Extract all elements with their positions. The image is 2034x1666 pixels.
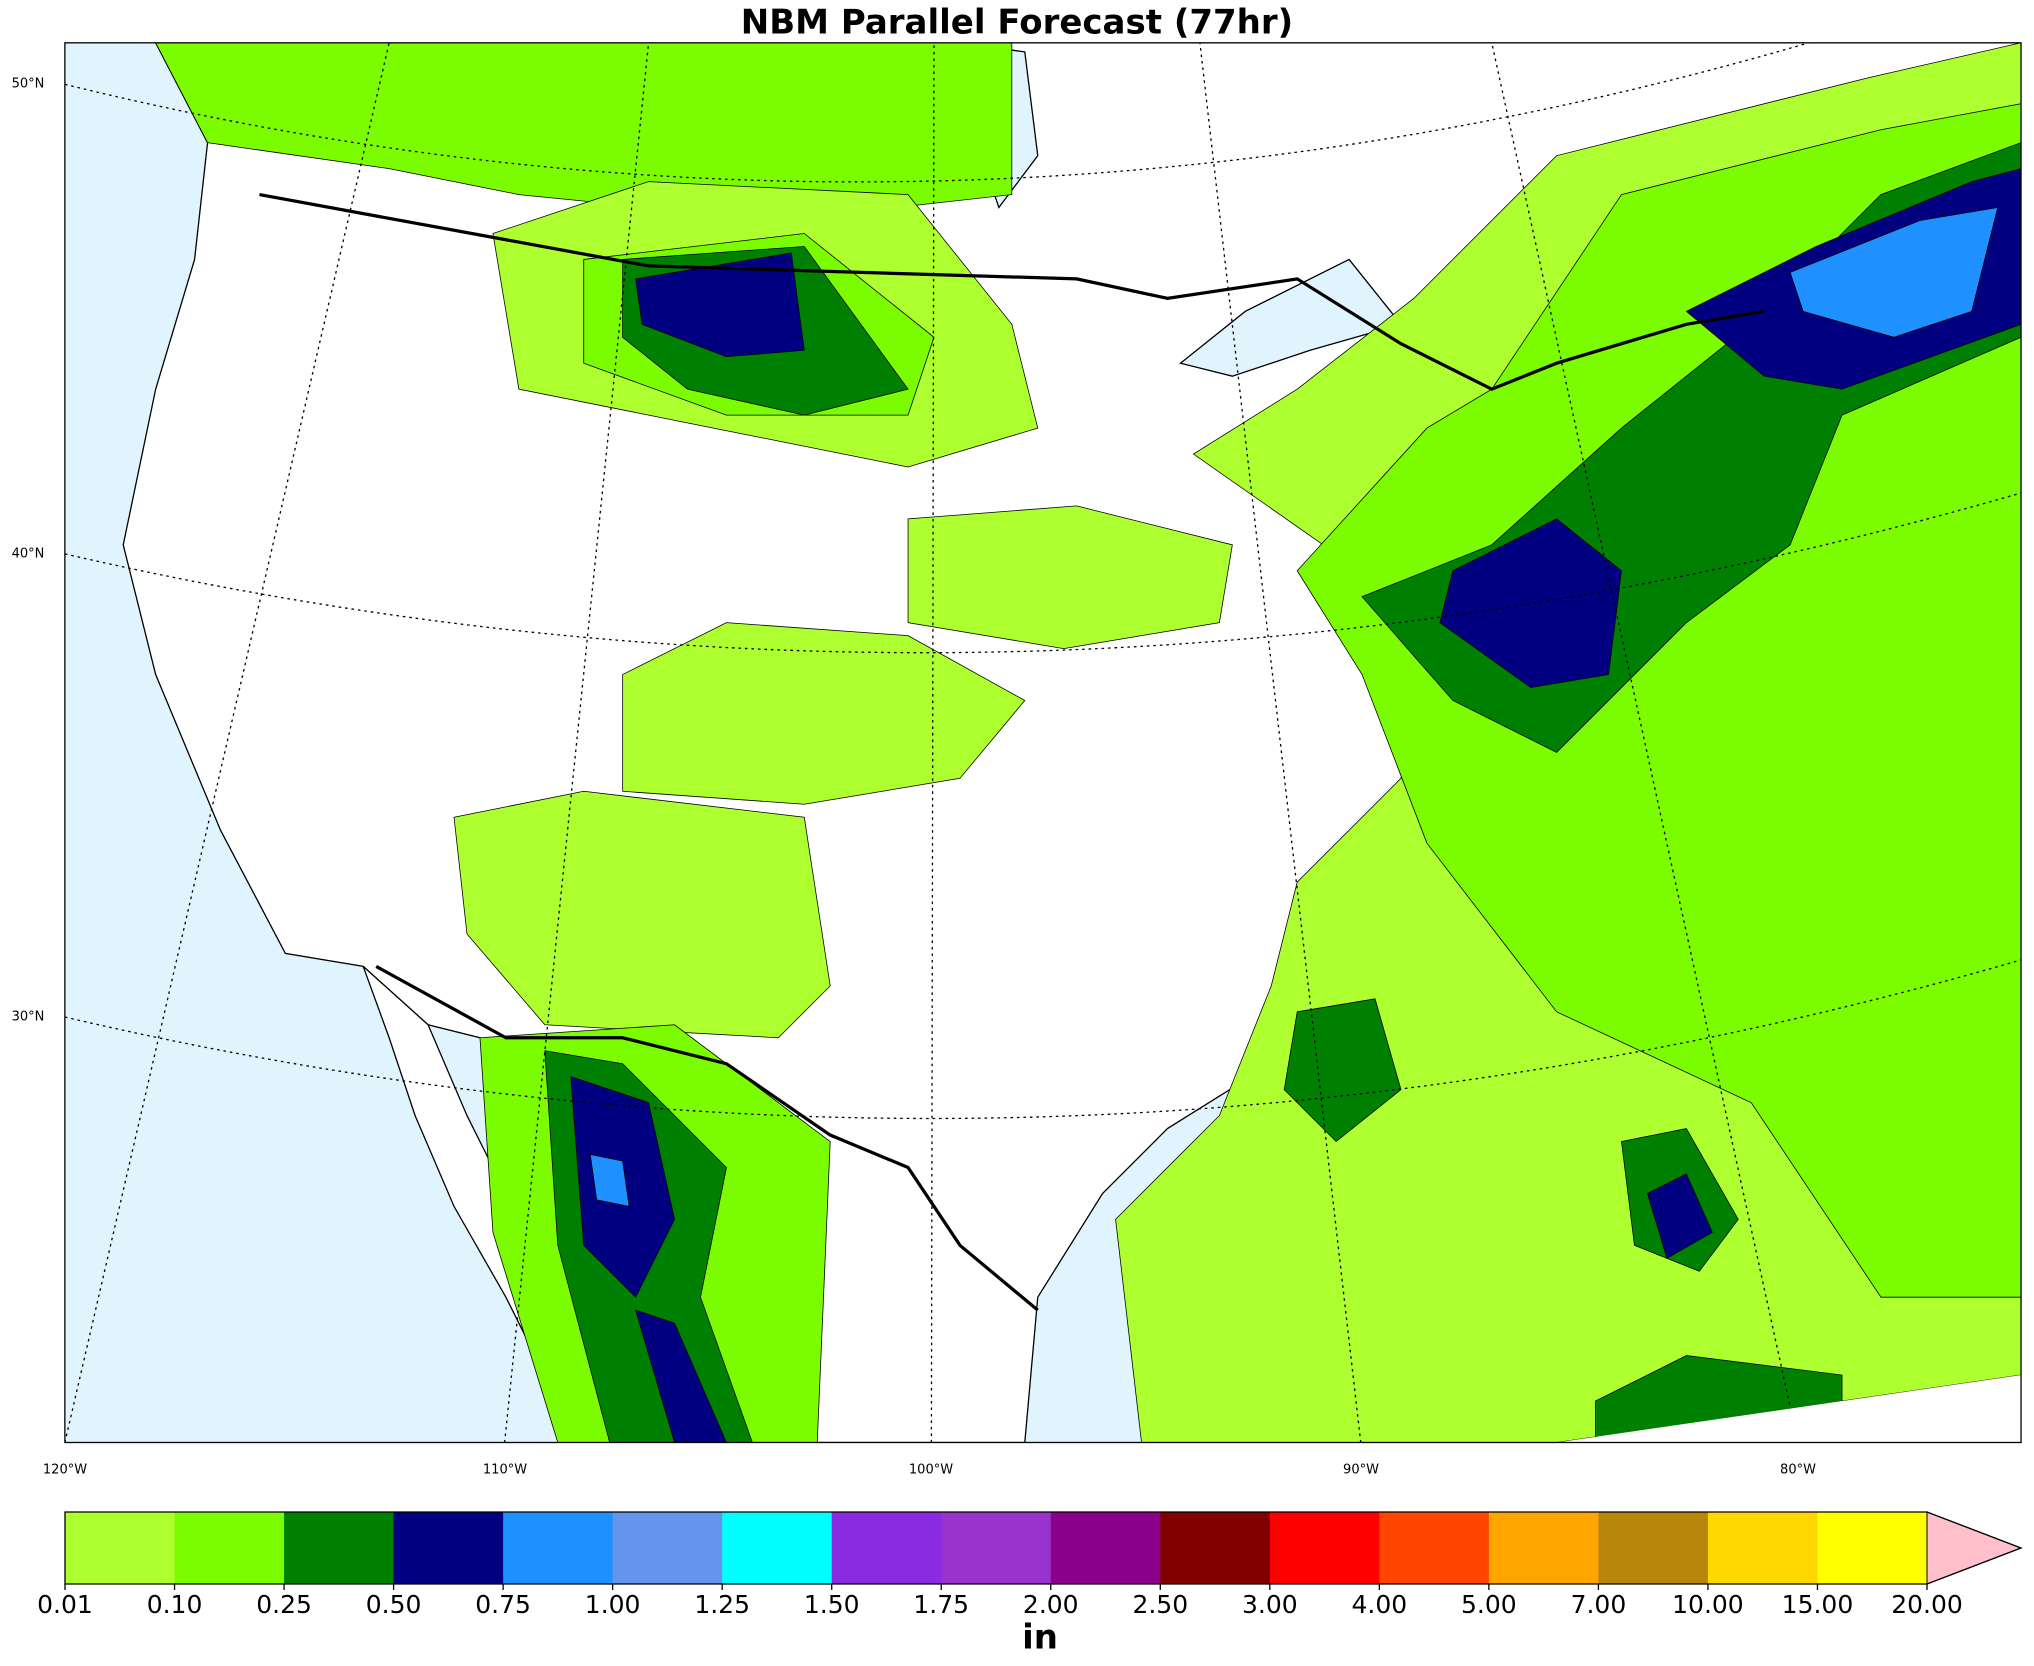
colorbar-tick-label: 0.10 bbox=[147, 1590, 203, 1619]
colorbar-unit: in bbox=[1022, 1618, 1058, 1658]
colorbar-bin bbox=[174, 1512, 285, 1584]
colorbar-tick-label: 1.00 bbox=[585, 1590, 641, 1619]
colorbar-tick-label: 3.00 bbox=[1242, 1590, 1298, 1619]
precip-area bbox=[622, 622, 1026, 805]
colorbar-tick-label: 2.00 bbox=[1023, 1590, 1079, 1619]
colorbar-tick-label: 1.25 bbox=[694, 1590, 750, 1619]
lon-label: 110°W bbox=[483, 1463, 527, 1478]
colorbar-tick-label: 1.50 bbox=[804, 1590, 860, 1619]
canada-border bbox=[259, 192, 1765, 391]
colorbar-tick-label: 5.00 bbox=[1461, 1590, 1517, 1619]
map bbox=[64, 42, 2022, 1444]
colorbar-tick-label: 2.50 bbox=[1132, 1590, 1188, 1619]
precip-areas bbox=[155, 42, 2022, 1443]
colorbar-bin bbox=[722, 1512, 833, 1584]
colorbar-bin bbox=[1488, 1512, 1599, 1584]
colorbar-bin bbox=[831, 1512, 942, 1584]
colorbar-bin bbox=[1817, 1512, 1928, 1584]
graticule bbox=[64, 42, 2022, 1443]
colorbar-bin bbox=[1160, 1512, 1271, 1584]
borders bbox=[259, 192, 1765, 1312]
colorbar-tick-label: 0.01 bbox=[37, 1590, 93, 1619]
colorbar-tick-label: 7.00 bbox=[1571, 1590, 1627, 1619]
colorbar-tick-label: 0.25 bbox=[256, 1590, 312, 1619]
colorbar-bin bbox=[1598, 1512, 1709, 1584]
graticule-line bbox=[503, 42, 650, 1443]
map-area bbox=[64, 42, 2022, 1443]
precip-area bbox=[1789, 207, 1999, 338]
colorbar-bin bbox=[1269, 1512, 1380, 1584]
colorbar-bin bbox=[503, 1512, 614, 1584]
graticule-line bbox=[64, 42, 1811, 183]
precip-area bbox=[1439, 518, 1622, 688]
colorbar-bin bbox=[1050, 1512, 1161, 1584]
colorbar-bin bbox=[1707, 1512, 1818, 1584]
colorbar-tick-label: 15.00 bbox=[1782, 1590, 1854, 1619]
lat-label: 50°N bbox=[12, 77, 45, 92]
colorbar-bin bbox=[65, 1512, 176, 1584]
colorbar-bin bbox=[393, 1512, 504, 1584]
lat-label: 30°N bbox=[12, 1010, 45, 1025]
lon-label: 80°W bbox=[1780, 1463, 1816, 1478]
precip-area bbox=[1646, 1173, 1713, 1259]
colorbar-tick-label: 0.75 bbox=[475, 1590, 531, 1619]
precip-area bbox=[453, 790, 831, 1039]
colorbar-tick-label: 4.00 bbox=[1352, 1590, 1408, 1619]
no-data-wedge bbox=[1556, 1375, 2022, 1443]
colorbar-extend bbox=[1926, 1511, 2023, 1585]
colorbar-bin bbox=[612, 1512, 723, 1584]
graticule-line bbox=[1491, 42, 1799, 1443]
precip-area bbox=[907, 505, 1233, 649]
colorbar-bin bbox=[1379, 1512, 1490, 1584]
lon-label: 100°W bbox=[909, 1463, 953, 1478]
precip-area bbox=[589, 1154, 630, 1207]
lat-label: 40°N bbox=[12, 547, 45, 562]
map-frame bbox=[64, 42, 2022, 1444]
colorbar: 0.01 0.10 0.25 0.50 0.75 1.00 1.25 1.50 1.75 2.00… bbox=[37, 1511, 2023, 1619]
colorbar-bin bbox=[941, 1512, 1052, 1584]
colorbar-bin bbox=[284, 1512, 395, 1584]
map-title: NBM Parallel Forecast (77hr) bbox=[741, 3, 1293, 43]
colorbar-tick-label: 0.50 bbox=[366, 1590, 422, 1619]
lon-label: 90°W bbox=[1343, 1463, 1379, 1478]
colorbar-tick-label: 1.75 bbox=[913, 1590, 969, 1619]
colorbar-tick-label: 10.00 bbox=[1672, 1590, 1744, 1619]
lon-label: 120°W bbox=[43, 1463, 87, 1478]
colorbar-outline bbox=[64, 1511, 2023, 1585]
precip-area bbox=[635, 252, 805, 358]
graticule-line bbox=[1199, 42, 1362, 1443]
precip-area bbox=[635, 1309, 727, 1443]
mexico-border bbox=[375, 964, 1039, 1312]
colorbar-tick-label: 20.00 bbox=[1891, 1590, 1963, 1619]
